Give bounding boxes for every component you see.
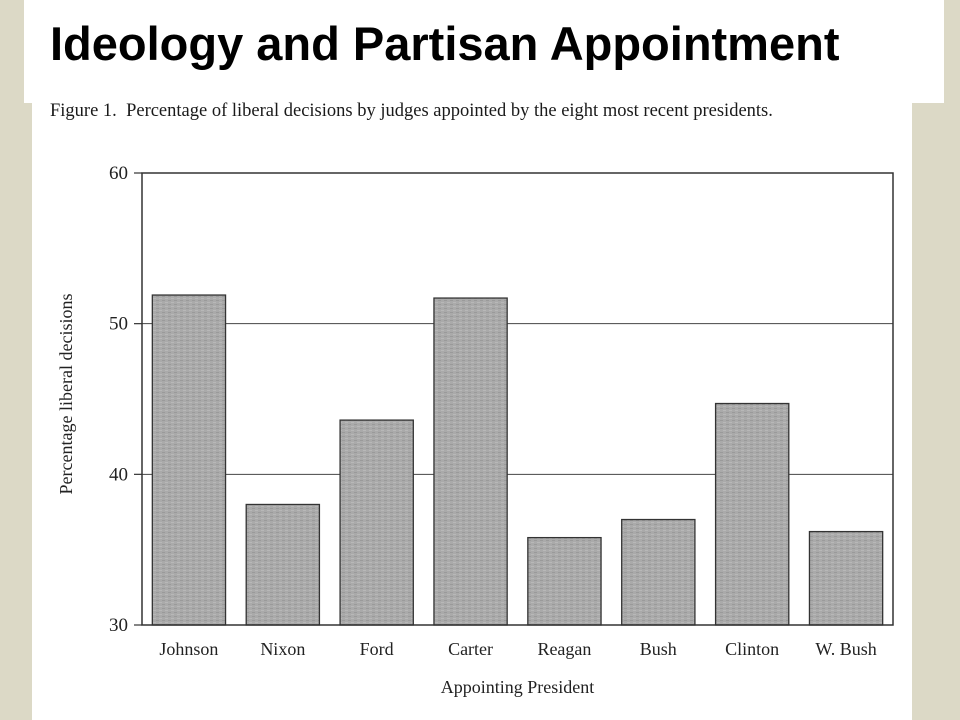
bar-reagan <box>527 536 602 626</box>
x-tick-label: Nixon <box>260 639 305 659</box>
bar-clinton <box>714 402 790 626</box>
y-tick-label: 60 <box>109 163 128 184</box>
y-tick-label: 30 <box>109 615 128 636</box>
x-axis-categories: Johnson Nixon Ford Carter Reagan Bush Clinton W… <box>159 639 876 659</box>
y-tick-label: 50 <box>109 314 128 335</box>
bar-nixon <box>245 503 321 626</box>
figure-caption-text: Percentage of liberal decisions by judge… <box>126 101 773 121</box>
x-tick-label: Ford <box>360 639 394 659</box>
figure-caption: Figure 1. Percentage of liberal decision… <box>50 101 910 122</box>
bar-carter <box>433 297 508 626</box>
title-banner <box>24 0 944 103</box>
y-axis-ticks: 30 40 50 60 <box>109 163 142 636</box>
bar-ford <box>339 419 414 626</box>
y-axis-label: Percentage liberal decisions <box>56 294 76 495</box>
bar-bush <box>621 518 696 626</box>
x-tick-label: Clinton <box>725 639 779 659</box>
slide-title: Ideology and Partisan Appointment <box>50 17 840 70</box>
bar-johnson <box>151 294 227 626</box>
x-tick-label: W. Bush <box>815 639 876 659</box>
x-tick-label: Carter <box>448 639 493 659</box>
plot-frame <box>141 172 894 626</box>
x-tick-label: Bush <box>640 639 677 659</box>
x-tick-label: Johnson <box>159 639 218 659</box>
x-tick-label: Reagan <box>537 639 591 659</box>
figure-caption-label: Figure 1. <box>50 101 117 121</box>
x-axis-label: Appointing President <box>441 677 595 697</box>
bars <box>151 294 884 626</box>
bar-w-bush <box>808 530 884 626</box>
y-tick-label: 40 <box>109 464 128 485</box>
